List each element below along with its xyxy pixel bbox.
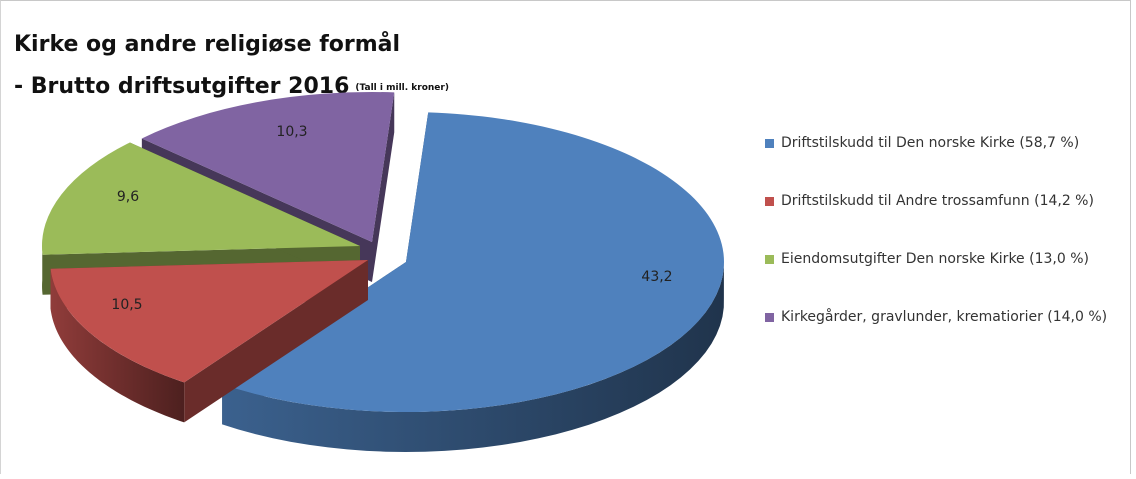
- legend: Driftstilskudd til Den norske Kirke (58,…: [765, 133, 1107, 365]
- data-label-3: 10,3: [276, 124, 307, 140]
- legend-swatch: [765, 254, 774, 264]
- legend-label: Kirkegårder, gravlunder, krematiorier (1…: [781, 309, 1108, 325]
- legend-swatch: [765, 312, 774, 322]
- slice-top: [50, 260, 368, 383]
- slice-rim: [50, 268, 185, 423]
- legend-label: Driftstilskudd til Den norske Kirke (58,…: [781, 135, 1080, 151]
- legend-swatch: [765, 138, 774, 148]
- legend-item-1: Driftstilskudd til Andre trossamfunn (14…: [765, 191, 1107, 211]
- unit-note: (Tall i mill. kroner): [355, 83, 449, 93]
- data-label-2: 9,6: [117, 189, 139, 205]
- legend-swatch: [765, 196, 774, 206]
- subtitle-text: - Brutto driftsutgifter 2016: [14, 74, 350, 99]
- legend-label: Eiendomsutgifter Den norske Kirke (13,0 …: [781, 251, 1089, 267]
- slice-rim: [222, 258, 724, 452]
- slice-wall: [372, 92, 395, 283]
- pie-slice-0: [222, 112, 725, 452]
- slice-rim: [42, 240, 43, 295]
- legend-item-0: Driftstilskudd til Den norske Kirke (58,…: [765, 133, 1107, 153]
- chart-title: Kirke og andre religiøse formål: [14, 32, 401, 57]
- chart-subtitle: - Brutto driftsutgifter 2016 (Tall i mill…: [14, 74, 449, 99]
- legend-label: Driftstilskudd til Andre trossamfunn (14…: [781, 193, 1094, 209]
- legend-item-3: Kirkegårder, gravlunder, krematiorier (1…: [765, 307, 1107, 327]
- pie-slice-1: [50, 260, 368, 423]
- legend-item-2: Eiendomsutgifter Den norske Kirke (13,0 …: [765, 249, 1107, 269]
- data-label-1: 10,5: [111, 297, 142, 313]
- slice-top: [141, 92, 395, 242]
- data-label-0: 43,2: [641, 269, 672, 285]
- slice-top: [222, 112, 725, 413]
- slice-top: [42, 142, 360, 255]
